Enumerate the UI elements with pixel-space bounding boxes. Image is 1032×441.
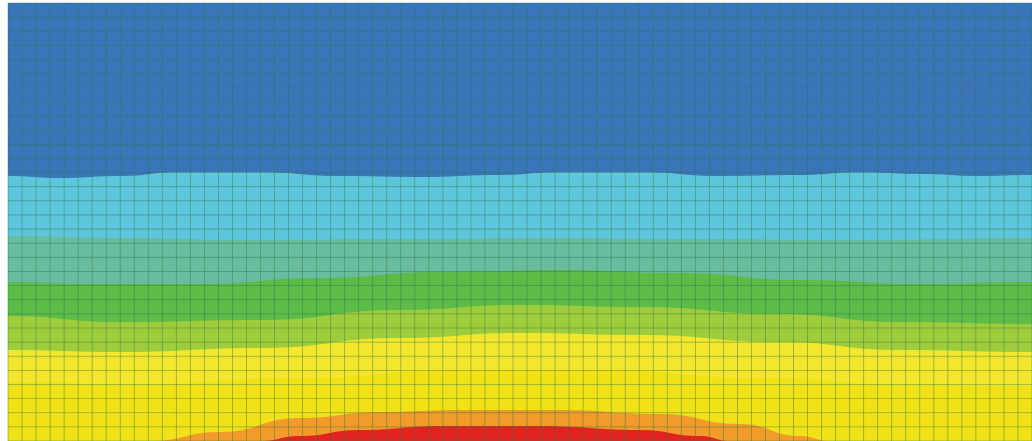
mesh-grid	[7, 2, 1032, 441]
contour-band-7	[8, 370, 1032, 441]
contour-band-9	[8, 426, 1032, 441]
contour-bands	[8, 3, 1032, 441]
contour-band-8	[8, 410, 1032, 441]
